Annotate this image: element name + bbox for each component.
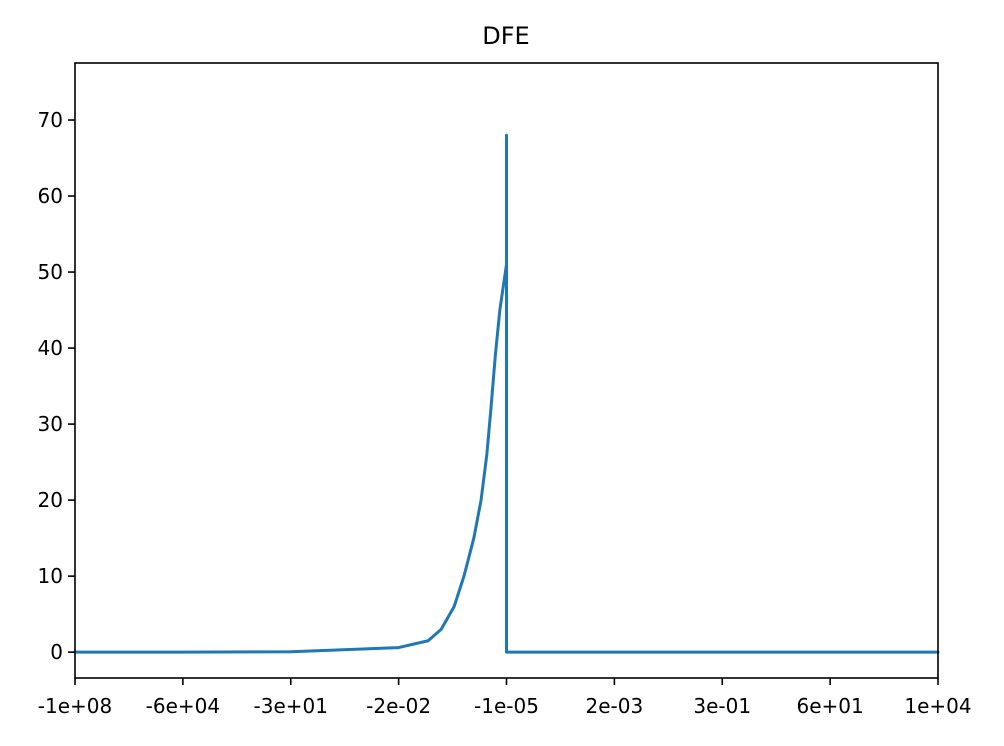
x-tick-label: 1e+04 bbox=[904, 694, 971, 718]
x-tick-label: -2e-02 bbox=[366, 694, 431, 718]
y-tick-label: 40 bbox=[38, 336, 63, 360]
y-tick-label: 60 bbox=[38, 184, 63, 208]
x-axis: -1e+08 -6e+04 -3e+01 -2e-02 -1e-05 2e-03 3e-01… bbox=[38, 678, 972, 718]
plot-area bbox=[73, 133, 940, 654]
x-tick-label: 2e-03 bbox=[586, 694, 644, 718]
series-line bbox=[73, 133, 940, 654]
y-tick-label: 50 bbox=[38, 260, 63, 284]
x-tick-label: -1e-05 bbox=[474, 694, 539, 718]
y-tick-label: 30 bbox=[38, 412, 63, 436]
x-tick-label: 3e-01 bbox=[693, 694, 751, 718]
chart-title: DFE bbox=[482, 22, 529, 50]
x-tick-label: -6e+04 bbox=[146, 694, 220, 718]
y-axis: 0 10 20 30 40 50 60 70 bbox=[38, 108, 75, 664]
y-tick-label: 20 bbox=[38, 488, 63, 512]
y-tick-label: 10 bbox=[38, 564, 63, 588]
y-tick-label: 0 bbox=[50, 640, 63, 664]
x-tick-label: -3e+01 bbox=[254, 694, 328, 718]
plot-frame bbox=[74, 62, 939, 679]
x-tick-label: 6e+01 bbox=[797, 694, 864, 718]
y-tick-label: 70 bbox=[38, 108, 63, 132]
x-tick-label: -1e+08 bbox=[38, 694, 112, 718]
